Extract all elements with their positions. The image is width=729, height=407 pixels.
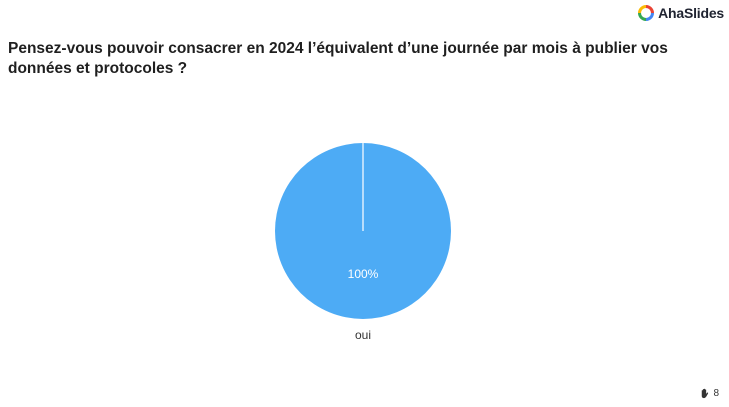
pie-percent-label-0: 100% xyxy=(348,267,379,281)
ahaslides-logo-icon xyxy=(638,5,655,21)
brand-logo: AhaSlides xyxy=(638,5,724,21)
brand-name: AhaSlides xyxy=(658,5,724,21)
participant-counter: 8 xyxy=(699,388,719,399)
participant-count: 8 xyxy=(713,388,719,399)
raised-hand-icon xyxy=(702,388,709,399)
question-title: Pensez-vous pouvoir consacrer en 2024 l’… xyxy=(8,40,668,77)
pie-category-label-0: oui xyxy=(355,328,371,342)
pie-slices: 100% oui xyxy=(275,143,451,342)
